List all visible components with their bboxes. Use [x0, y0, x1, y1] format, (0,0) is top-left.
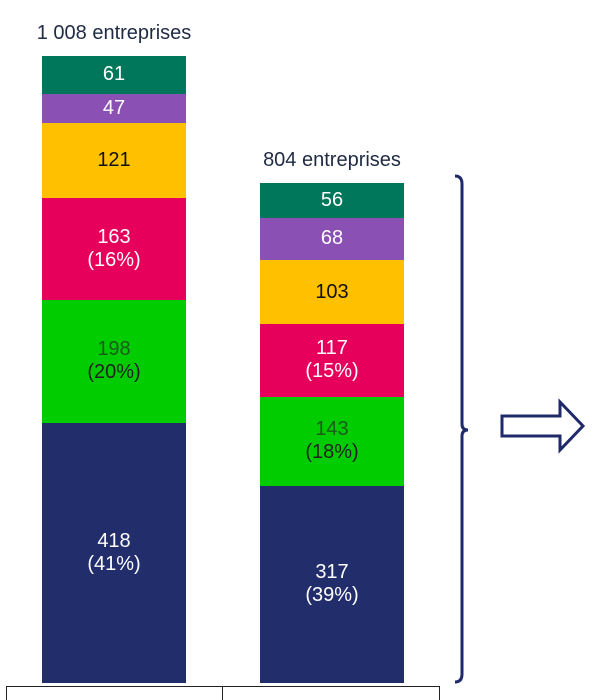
percent-label: (39%): [305, 584, 359, 607]
bar-b-total-label: 804 entreprises: [263, 148, 401, 171]
data-label: 121: [97, 149, 131, 172]
percent-label: (20%): [87, 361, 141, 384]
percent-label: (16%): [87, 249, 141, 272]
data-label: 68: [320, 227, 344, 250]
bar-a-segment-4: 121: [42, 123, 186, 199]
right-arrow-icon: [500, 398, 586, 454]
data-label: 117: [316, 337, 348, 360]
percent-label: (15%): [305, 360, 359, 383]
category-cell-2: [222, 686, 440, 700]
bar-a-total-label: 1 008 entreprises: [36, 22, 192, 44]
data-label: 198: [97, 338, 131, 361]
data-label: 103: [315, 280, 349, 303]
data-label: 56: [320, 188, 344, 211]
data-label: 163: [97, 226, 131, 249]
bar-a-segment-6: 61: [42, 56, 186, 94]
data-label: 418: [97, 529, 131, 552]
percent-label: (18%): [305, 441, 359, 464]
data-label: 61: [102, 63, 126, 86]
bar-b-segment-6: 56: [260, 182, 404, 218]
bar-b-segment-4: 103: [260, 260, 404, 325]
data-label: 47: [102, 97, 126, 120]
bar-a-segment-2: 198 (20%): [42, 299, 186, 423]
bar-a-segment-3: 163 (16%): [42, 198, 186, 300]
bar-a-segment-1: 418 (41%): [42, 422, 186, 683]
category-cell-1: [6, 686, 223, 700]
percent-label: (41%): [87, 552, 141, 575]
bar-b-segment-1: 317 (39%): [260, 485, 404, 683]
data-label: 317: [315, 561, 349, 584]
bar-a-segment-5: 47: [42, 93, 186, 124]
data-label: 143: [315, 418, 349, 441]
bar-b-segment-5: 68: [260, 217, 404, 261]
bar-b-segment-2: 143 (18%): [260, 396, 404, 486]
bar-b-segment-3: 117 (15%): [260, 324, 404, 397]
right-bracket: [454, 174, 469, 684]
